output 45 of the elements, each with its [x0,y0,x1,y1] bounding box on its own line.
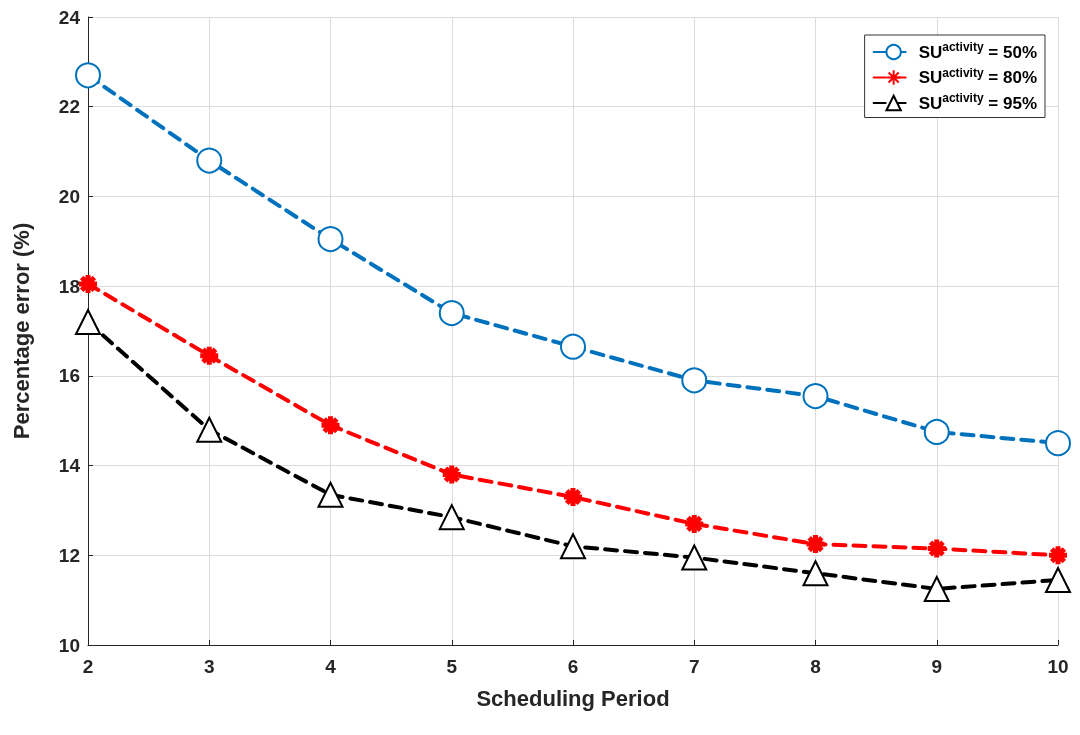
point [197,344,221,368]
x-tick-label: 9 [931,656,943,677]
point [75,309,101,336]
point [804,532,827,556]
x-tick-label: 8 [810,656,821,677]
x-tick-label: 6 [567,656,579,677]
point [561,485,585,509]
point [1045,430,1071,457]
point [682,512,706,536]
point [317,481,344,508]
y-tick-label: 14 [58,455,81,477]
point [438,504,465,531]
point [440,463,464,487]
y-tick-label: 20 [58,185,80,207]
point [1045,566,1071,593]
y-tick-label: 16 [58,365,80,387]
point [438,300,465,327]
x-tick-label: 2 [82,656,94,677]
point [923,575,950,602]
y-tick-label: 12 [58,544,80,566]
x-tick-label: 7 [688,656,700,677]
y-axis-title: Percentage error (%) [8,222,34,440]
point [681,544,708,571]
point [560,533,586,560]
point [923,418,950,445]
point [681,367,708,394]
y-tick-label: 18 [58,275,80,297]
point [560,333,586,360]
x-axis-title: Scheduling Period [476,685,670,711]
y-tick-label: 10 [58,634,80,656]
y-tick-label: 24 [58,6,81,28]
point [1046,543,1070,567]
point [317,226,344,253]
x-tick-label: 3 [203,656,215,677]
point [196,147,223,174]
x-tick-label: 10 [1047,656,1069,677]
point [925,537,949,561]
x-tick-label: 5 [446,656,458,677]
point [75,62,101,89]
x-tick-label: 4 [325,656,337,677]
y-tick-label: 22 [58,96,80,118]
point [802,383,829,410]
point [319,413,342,437]
point [196,416,223,443]
point [802,560,829,587]
